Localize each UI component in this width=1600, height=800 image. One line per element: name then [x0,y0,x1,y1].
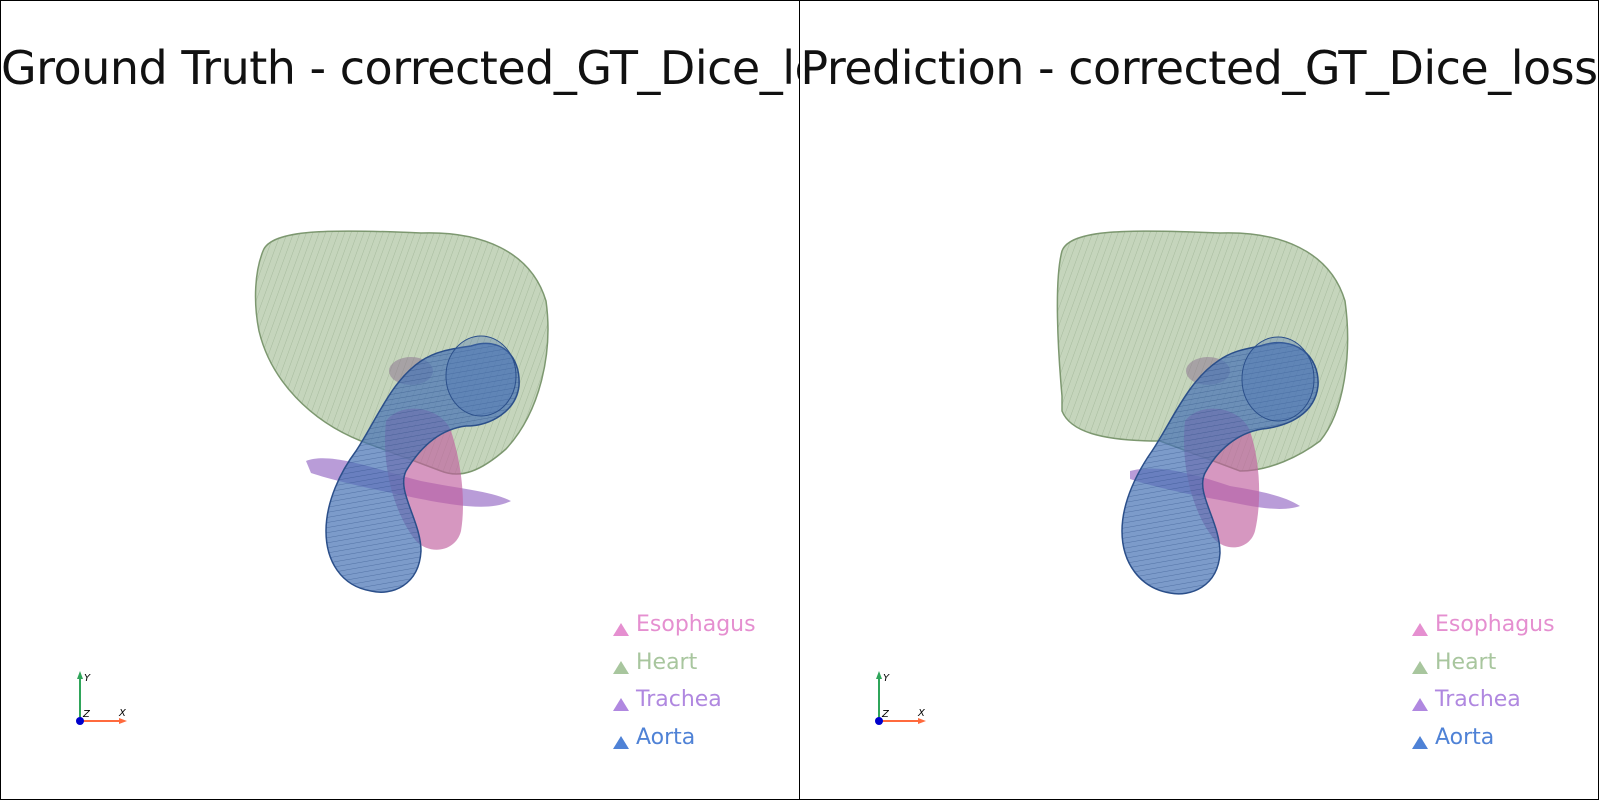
legend-label: Esophagus [636,612,756,638]
organ-render[interactable] [1,1,799,799]
legend-label: Heart [636,649,698,675]
axis-x-label: X [917,708,926,719]
legend-label: Trachea [636,687,722,713]
viewport-title: Prediction - corrected_GT_Dice_loss [800,41,1598,95]
legend-item-heart: Heart [613,644,756,682]
triangle-icon [1412,660,1428,674]
legend-label: Esophagus [1435,612,1555,638]
legend-item-trachea: Trachea [1412,681,1555,719]
legend-item-aorta: Aorta [613,719,756,757]
legend: Esophagus Heart Trachea Aorta [613,606,756,756]
legend-item-esophagus: Esophagus [613,606,756,644]
legend-item-trachea: Trachea [613,681,756,719]
legend-item-esophagus: Esophagus [1412,606,1555,644]
orientation-axes-widget: Y Z X [69,669,139,729]
legend-label: Heart [1435,649,1497,675]
triangle-icon [1412,698,1428,712]
organ-render[interactable] [800,1,1598,799]
axis-y-label: Y [84,673,91,684]
legend-item-aorta: Aorta [1412,719,1555,757]
orientation-axes-widget: Y Z X [868,669,938,729]
triangle-icon [613,623,629,637]
axis-z-label: Z [881,709,890,720]
axis-x-label: X [118,708,127,719]
legend: Esophagus Heart Trachea Aorta [1412,606,1555,756]
legend-label: Aorta [1435,724,1495,750]
triangle-icon [613,698,629,712]
axis-y-label: Y [883,673,890,684]
prediction-viewport[interactable]: Prediction - corrected_GT_Dice_loss Esop… [799,0,1599,800]
ground-truth-viewport[interactable]: Ground Truth - corrected_GT_Dice_loss Es… [0,0,800,800]
viewport-title: Ground Truth - corrected_GT_Dice_loss [1,41,800,95]
triangle-icon [613,660,629,674]
triangle-icon [1412,623,1428,637]
triangle-icon [613,735,629,749]
legend-label: Aorta [636,724,696,750]
legend-item-heart: Heart [1412,644,1555,682]
axis-z-label: Z [82,709,91,720]
triangle-icon [1412,735,1428,749]
legend-label: Trachea [1435,687,1521,713]
